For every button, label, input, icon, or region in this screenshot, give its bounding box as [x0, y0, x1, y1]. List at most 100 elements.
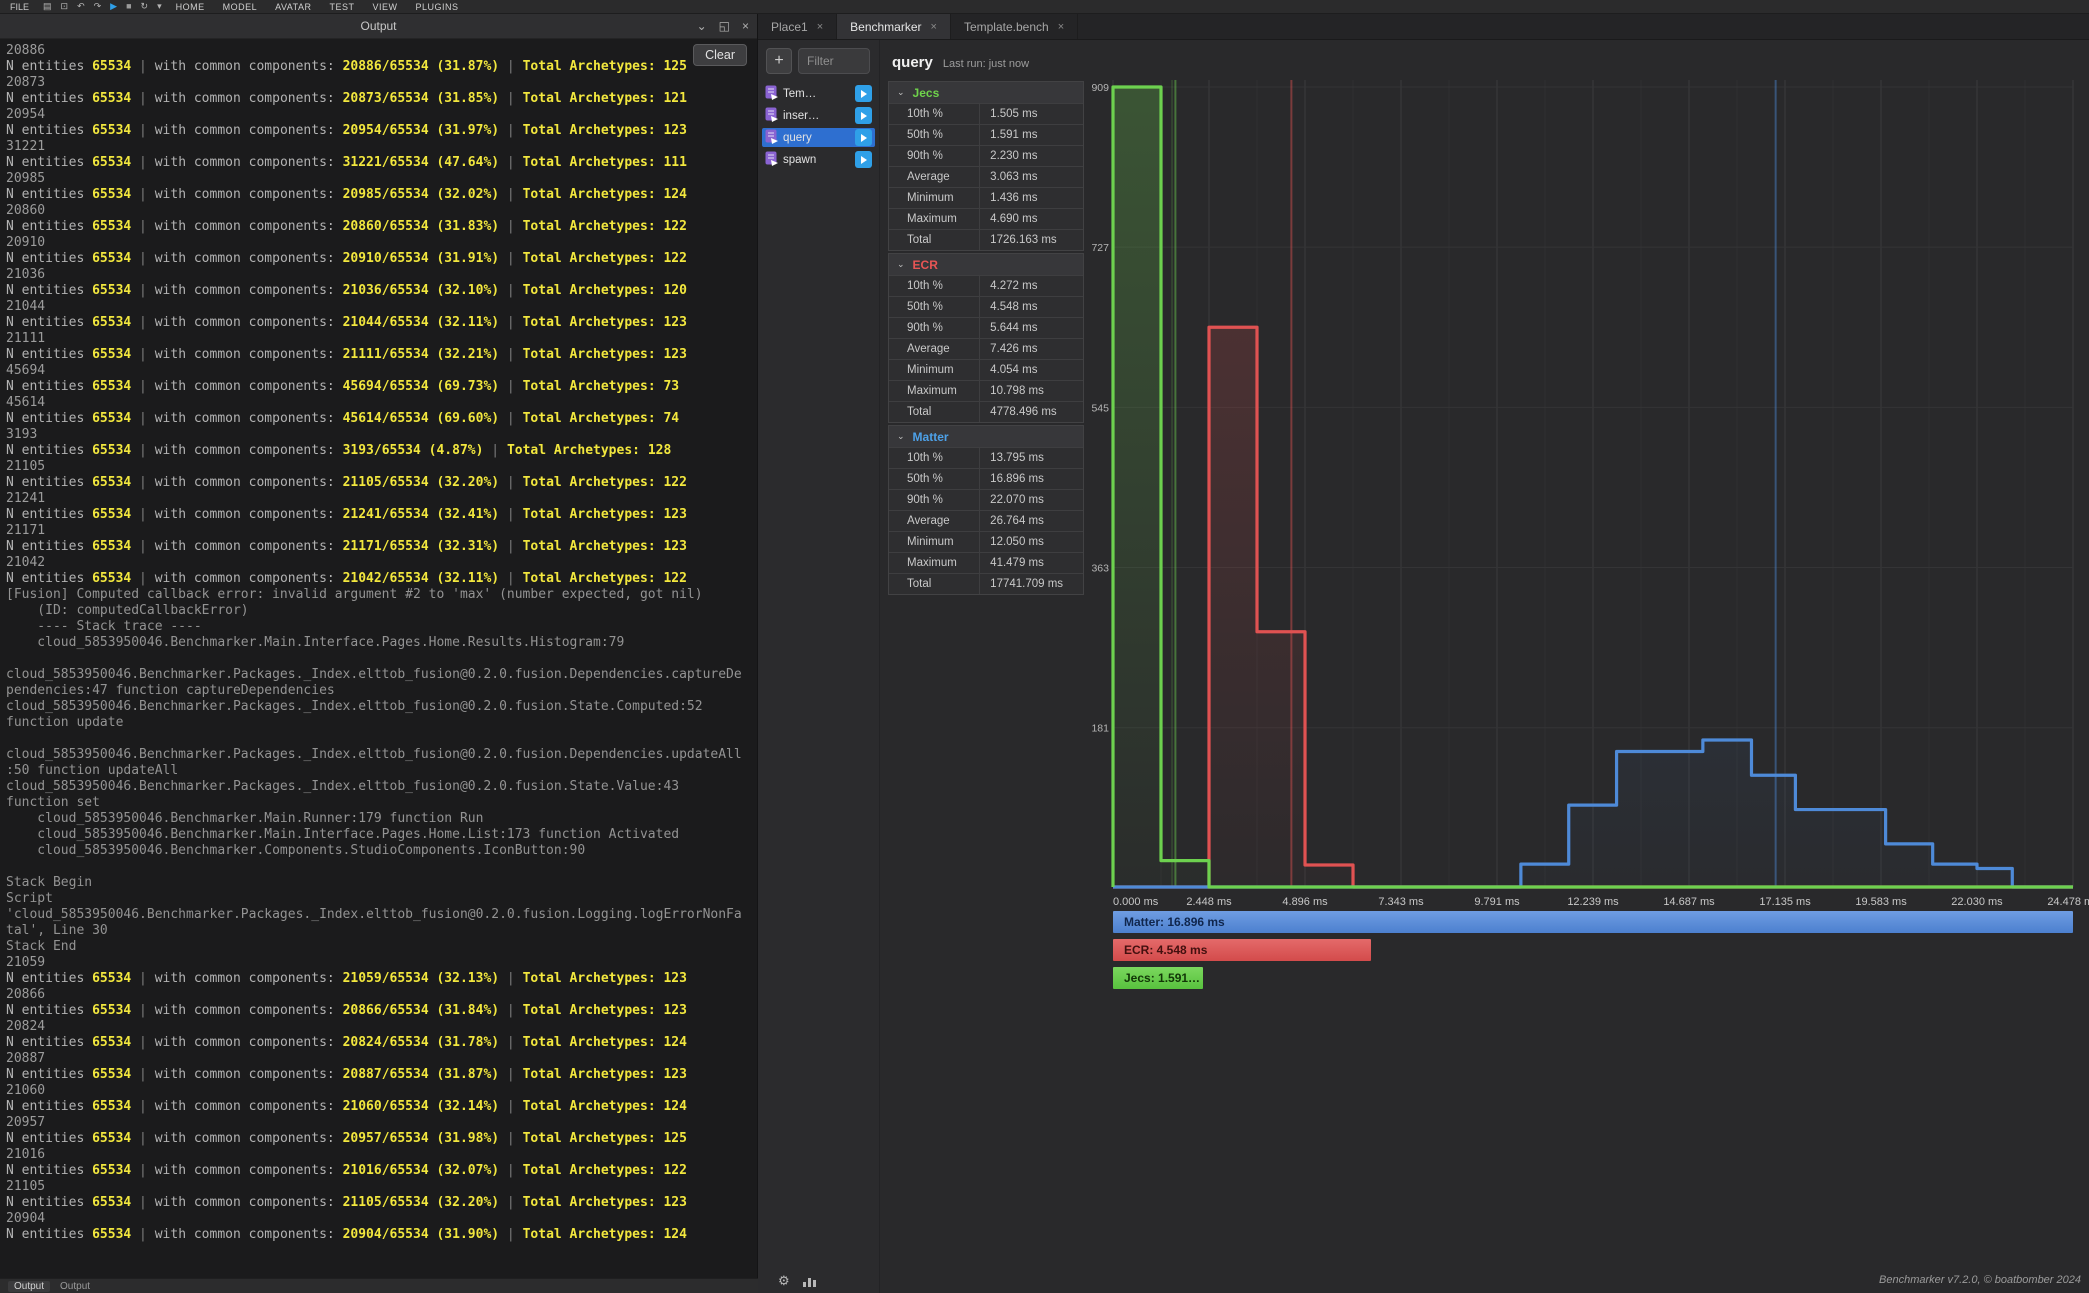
stat-row: Average26.764 ms — [889, 510, 1083, 531]
stat-row: 90th %5.644 ms — [889, 317, 1083, 338]
benchmark-footer: ⚙ — [778, 1273, 816, 1289]
console-line: N entities 65534 | with common component… — [6, 1099, 757, 1115]
collapse-icon[interactable]: ⌄ — [697, 19, 707, 33]
console-line: N entities 65534 | with common component… — [6, 91, 757, 107]
console-line: ---- Stack trace ---- — [6, 619, 757, 635]
histogram-chart: 1813635457279090.000 ms2.448 ms4.896 ms7… — [1085, 60, 2089, 1010]
menu-avatar[interactable]: AVATAR — [275, 2, 311, 12]
console-line: N entities 65534 | with common component… — [6, 347, 757, 363]
console-line: cloud_5853950046.Benchmarker.Packages._I… — [6, 747, 757, 763]
output-titlebar[interactable]: Output ⌄◱× — [0, 14, 757, 39]
stat-row: Maximum4.690 ms — [889, 208, 1083, 229]
menu-view[interactable]: VIEW — [372, 2, 397, 12]
svg-text:14.687 ms: 14.687 ms — [1663, 896, 1715, 908]
benchmark-item[interactable]: query — [762, 128, 875, 147]
stat-row: Maximum41.479 ms — [889, 552, 1083, 573]
console-line: N entities 65534 | with common component… — [6, 1067, 757, 1083]
settings-gear-icon[interactable]: ⚙ — [778, 1273, 790, 1289]
section-header[interactable]: ⌄Jecs — [889, 82, 1083, 103]
tab-place1[interactable]: Place1× — [758, 14, 837, 39]
float-icon[interactable]: ◱ — [719, 19, 730, 33]
console-line: 20866 — [6, 987, 757, 1003]
console-line: 45614 — [6, 395, 757, 411]
run-benchmark-button[interactable] — [855, 107, 872, 124]
dock-tab-output[interactable]: Output — [60, 1281, 90, 1292]
section-header[interactable]: ⌄ECR — [889, 254, 1083, 275]
menu-model[interactable]: MODEL — [223, 2, 258, 12]
stat-value: 1.591 ms — [980, 125, 1083, 145]
stat-row: Maximum10.798 ms — [889, 380, 1083, 401]
benchmark-item[interactable]: spawn — [762, 150, 875, 169]
console-line: N entities 65534 | with common component… — [6, 59, 757, 75]
top-toolbar: FILE ▤ ⊡ ↶ ↷ ▶ ■ ↻ ▾ HOME MODEL AVATAR TEST VIEW PLU… — [0, 0, 2089, 14]
filter-input[interactable] — [798, 48, 870, 74]
stat-label: Average — [889, 511, 980, 531]
menu-plugins[interactable]: PLUGINS — [416, 2, 459, 12]
console-line: N entities 65534 | with common component… — [6, 283, 757, 299]
svg-text:2.448 ms: 2.448 ms — [1186, 896, 1232, 908]
tab-close-icon[interactable]: × — [931, 21, 937, 33]
play-icon[interactable]: ▶ — [110, 1, 117, 12]
section-header[interactable]: ⌄Matter — [889, 426, 1083, 447]
menu-test[interactable]: TEST — [329, 2, 354, 12]
play-icon — [861, 112, 867, 120]
stat-label: 50th % — [889, 469, 980, 489]
benchmark-item[interactable]: Tem… — [762, 84, 875, 103]
redo-icon[interactable]: ↷ — [94, 1, 102, 12]
benchmark-item-label: spawn — [783, 154, 816, 166]
console[interactable]: 20886N entities 65534 | with common comp… — [0, 38, 757, 1278]
console-line: 20954 — [6, 107, 757, 123]
stat-value: 5.644 ms — [980, 318, 1083, 338]
stat-row: Total17741.709 ms — [889, 573, 1083, 594]
tab-close-icon[interactable]: × — [1058, 21, 1064, 33]
run-benchmark-button[interactable] — [855, 85, 872, 102]
console-line: N entities 65534 | with common component… — [6, 315, 757, 331]
console-line: N entities 65534 | with common component… — [6, 1195, 757, 1211]
console-line — [6, 651, 757, 667]
stat-label: 50th % — [889, 125, 980, 145]
stop-icon[interactable]: ■ — [126, 1, 131, 12]
stat-value: 41.479 ms — [980, 553, 1083, 573]
console-line: N entities 65534 | with common component… — [6, 155, 757, 171]
reset-icon[interactable]: ↻ — [141, 1, 149, 12]
section-name: ECR — [913, 258, 938, 272]
dock-tab-output[interactable]: Output — [8, 1281, 50, 1292]
svg-text:22.030 ms: 22.030 ms — [1951, 896, 2003, 908]
tab-benchmarker[interactable]: Benchmarker× — [837, 14, 951, 39]
benchmark-item-label: query — [783, 132, 812, 144]
stat-label: 50th % — [889, 297, 980, 317]
stat-row: 90th %22.070 ms — [889, 489, 1083, 510]
run-benchmark-button[interactable] — [855, 129, 872, 146]
stat-label: Minimum — [889, 360, 980, 380]
console-line: 'cloud_5853950046.Benchmarker.Packages._… — [6, 907, 757, 923]
dropdown-arrow-icon[interactable]: ▾ — [157, 1, 162, 12]
close-icon[interactable]: × — [742, 19, 749, 33]
add-benchmark-button[interactable]: + — [766, 48, 792, 74]
console-line: 21044 — [6, 299, 757, 315]
menu-home[interactable]: HOME — [176, 2, 205, 12]
clear-button[interactable]: Clear — [693, 44, 747, 66]
paste-icon[interactable]: ⊡ — [61, 1, 69, 12]
results-chart-icon[interactable] — [803, 1275, 816, 1287]
stats-section-ecr: ⌄ECR10th %4.272 ms50th %4.548 ms90th %5.… — [888, 253, 1084, 423]
menu-file[interactable]: FILE — [10, 2, 29, 12]
new-file-icon[interactable]: ▤ — [43, 1, 52, 12]
svg-text:17.135 ms: 17.135 ms — [1759, 896, 1811, 908]
stat-label: Average — [889, 167, 980, 187]
console-line: N entities 65534 | with common component… — [6, 1003, 757, 1019]
console-line — [6, 731, 757, 747]
console-line: 31221 — [6, 139, 757, 155]
benchmark-item[interactable]: inser… — [762, 106, 875, 125]
console-line: :50 function updateAll — [6, 763, 757, 779]
console-line: N entities 65534 | with common component… — [6, 251, 757, 267]
run-benchmark-button[interactable] — [855, 151, 872, 168]
stat-label: Minimum — [889, 188, 980, 208]
stat-label: Total — [889, 230, 980, 250]
console-line: N entities 65534 | with common component… — [6, 971, 757, 987]
toolbar-menus: HOME MODEL AVATAR TEST VIEW PLUGINS — [176, 2, 459, 12]
tab-template.bench[interactable]: Template.bench× — [951, 14, 1078, 39]
stat-label: 90th % — [889, 318, 980, 338]
bottom-dock-bar: Output Output — [0, 1278, 758, 1293]
undo-icon[interactable]: ↶ — [77, 1, 85, 12]
tab-close-icon[interactable]: × — [817, 21, 823, 33]
